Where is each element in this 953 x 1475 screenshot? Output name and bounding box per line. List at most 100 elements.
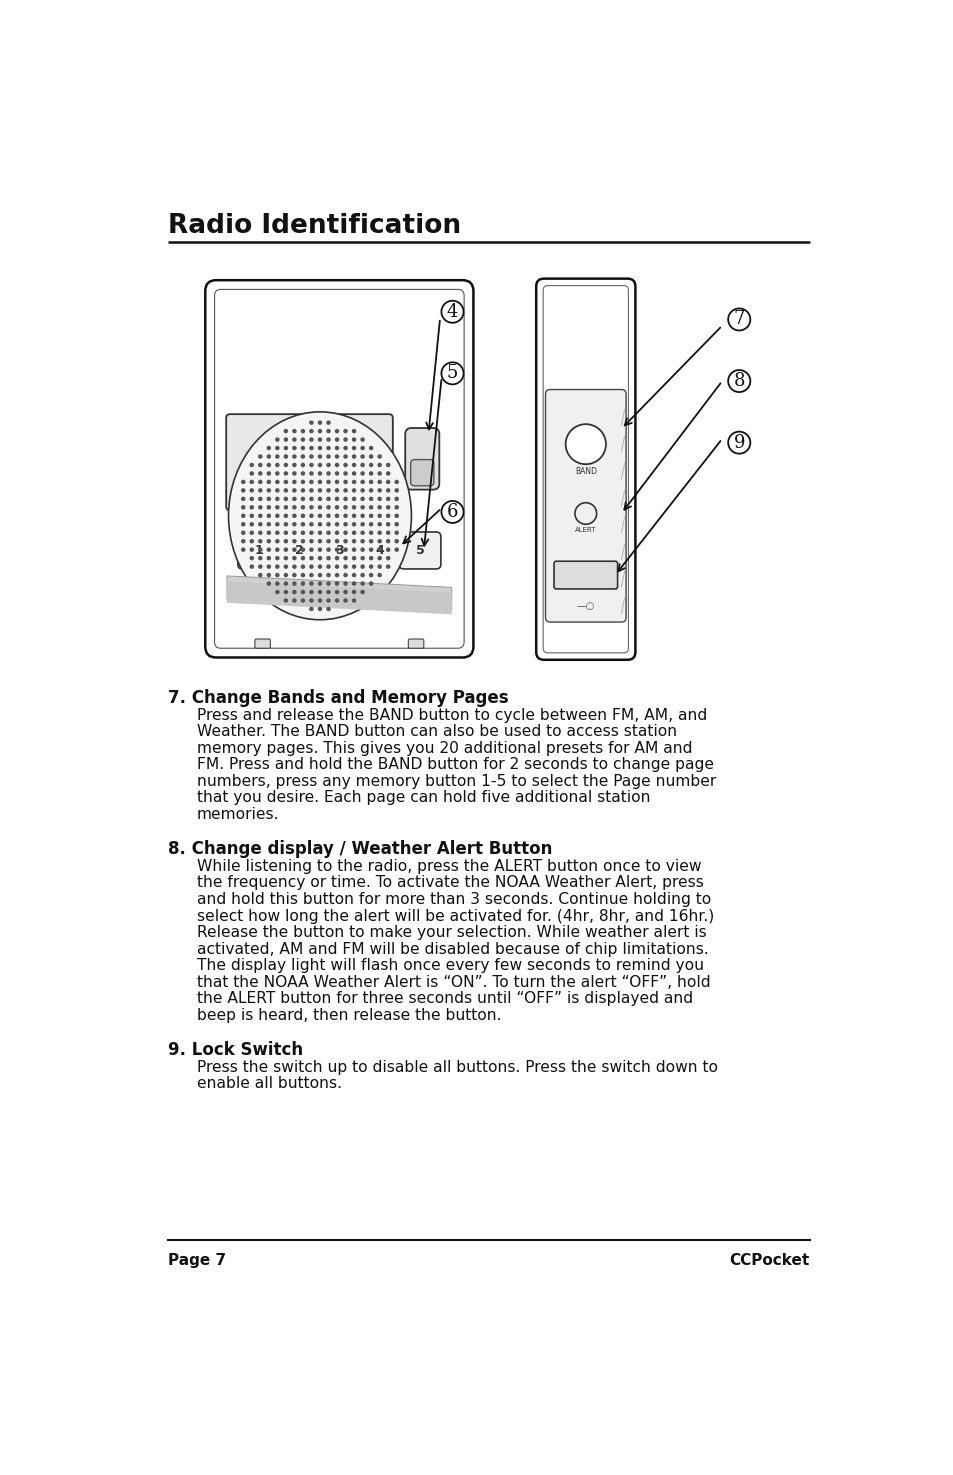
Circle shape xyxy=(258,515,261,518)
Text: Page 7: Page 7 xyxy=(168,1252,226,1267)
Circle shape xyxy=(284,540,287,543)
Circle shape xyxy=(250,506,253,509)
Circle shape xyxy=(318,565,321,568)
Circle shape xyxy=(301,599,304,602)
Circle shape xyxy=(369,549,373,552)
Circle shape xyxy=(284,463,287,466)
Circle shape xyxy=(250,497,253,500)
Circle shape xyxy=(335,438,338,441)
Circle shape xyxy=(327,522,330,525)
Text: Press the switch up to disable all buttons. Press the switch down to: Press the switch up to disable all butto… xyxy=(196,1061,717,1075)
Circle shape xyxy=(301,481,304,484)
Circle shape xyxy=(353,556,355,559)
FancyBboxPatch shape xyxy=(358,532,400,569)
Circle shape xyxy=(293,590,295,593)
Circle shape xyxy=(258,463,261,466)
Circle shape xyxy=(275,583,278,586)
Circle shape xyxy=(293,531,295,534)
Circle shape xyxy=(327,429,330,432)
Circle shape xyxy=(335,574,338,577)
Circle shape xyxy=(284,438,287,441)
Circle shape xyxy=(258,497,261,500)
Circle shape xyxy=(353,463,355,466)
Circle shape xyxy=(344,540,347,543)
Circle shape xyxy=(327,454,330,459)
Circle shape xyxy=(301,515,304,518)
Circle shape xyxy=(267,540,270,543)
Circle shape xyxy=(335,488,338,493)
Circle shape xyxy=(318,608,321,611)
Circle shape xyxy=(241,488,245,493)
Circle shape xyxy=(310,590,313,593)
Text: BAND: BAND xyxy=(575,468,597,476)
Circle shape xyxy=(335,531,338,534)
Circle shape xyxy=(575,503,596,524)
Circle shape xyxy=(344,531,347,534)
Circle shape xyxy=(318,420,321,425)
Text: 1: 1 xyxy=(254,544,263,558)
Circle shape xyxy=(301,583,304,586)
Circle shape xyxy=(267,549,270,552)
Circle shape xyxy=(267,472,270,475)
Circle shape xyxy=(310,565,313,568)
FancyBboxPatch shape xyxy=(554,560,617,589)
FancyBboxPatch shape xyxy=(318,532,360,569)
Circle shape xyxy=(318,540,321,543)
Circle shape xyxy=(301,463,304,466)
Circle shape xyxy=(258,488,261,493)
Text: 3: 3 xyxy=(335,544,343,558)
Text: 8: 8 xyxy=(733,372,744,389)
Circle shape xyxy=(386,565,390,568)
Circle shape xyxy=(369,531,373,534)
Circle shape xyxy=(318,590,321,593)
Circle shape xyxy=(293,438,295,441)
Polygon shape xyxy=(227,575,452,611)
Circle shape xyxy=(275,556,278,559)
Circle shape xyxy=(335,556,338,559)
Circle shape xyxy=(386,515,390,518)
Text: The display light will flash once every few seconds to remind you: The display light will flash once every … xyxy=(196,959,703,974)
Circle shape xyxy=(310,481,313,484)
Circle shape xyxy=(275,497,278,500)
Circle shape xyxy=(275,481,278,484)
Circle shape xyxy=(310,574,313,577)
FancyBboxPatch shape xyxy=(226,414,393,510)
Circle shape xyxy=(318,515,321,518)
Circle shape xyxy=(327,565,330,568)
Circle shape xyxy=(327,599,330,602)
Circle shape xyxy=(275,488,278,493)
Circle shape xyxy=(344,565,347,568)
Text: 7. Change Bands and Memory Pages: 7. Change Bands and Memory Pages xyxy=(168,689,508,707)
Circle shape xyxy=(335,429,338,432)
Circle shape xyxy=(293,488,295,493)
Circle shape xyxy=(344,583,347,586)
Circle shape xyxy=(360,522,364,525)
Circle shape xyxy=(275,565,278,568)
Circle shape xyxy=(395,497,397,500)
Text: memories.: memories. xyxy=(196,807,279,822)
Circle shape xyxy=(335,590,338,593)
Circle shape xyxy=(353,429,355,432)
Circle shape xyxy=(335,447,338,450)
Text: beep is heard, then release the button.: beep is heard, then release the button. xyxy=(196,1007,500,1022)
Circle shape xyxy=(327,515,330,518)
Circle shape xyxy=(258,540,261,543)
Circle shape xyxy=(250,515,253,518)
Circle shape xyxy=(377,472,381,475)
Circle shape xyxy=(360,583,364,586)
Circle shape xyxy=(301,438,304,441)
Circle shape xyxy=(377,522,381,525)
Circle shape xyxy=(386,481,390,484)
Circle shape xyxy=(386,540,390,543)
Circle shape xyxy=(353,488,355,493)
Circle shape xyxy=(327,540,330,543)
Circle shape xyxy=(369,556,373,559)
Circle shape xyxy=(386,488,390,493)
Circle shape xyxy=(395,481,397,484)
Circle shape xyxy=(241,481,245,484)
Circle shape xyxy=(327,472,330,475)
Circle shape xyxy=(310,506,313,509)
Circle shape xyxy=(318,583,321,586)
Polygon shape xyxy=(227,581,452,615)
Circle shape xyxy=(377,506,381,509)
